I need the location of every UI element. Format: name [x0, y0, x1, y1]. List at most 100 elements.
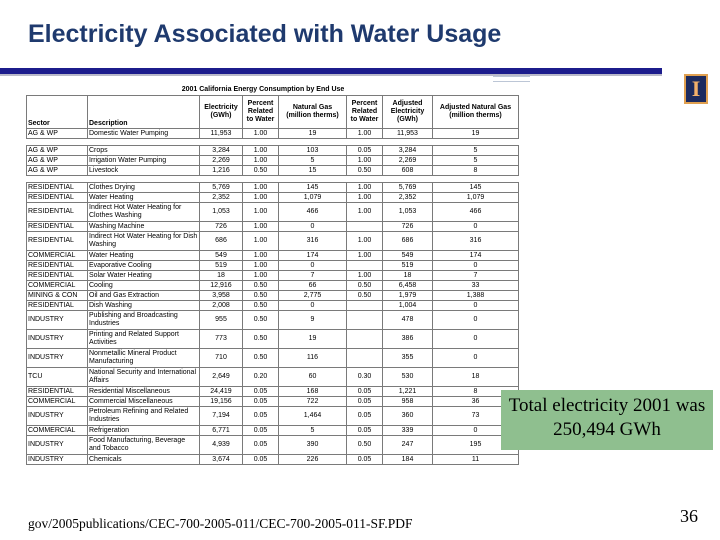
value-cell: 3,284 — [382, 145, 433, 156]
value-cell: 0.50 — [242, 280, 279, 291]
value-cell: 18 — [432, 367, 519, 387]
description-cell: Cooling — [87, 280, 200, 291]
value-cell: 0 — [432, 300, 519, 311]
sector-cell: COMMERCIAL — [26, 280, 88, 291]
spacer-cell — [199, 138, 243, 146]
sector-cell: RESIDENTIAL — [26, 270, 88, 281]
title-divider-shadow — [0, 74, 662, 76]
value-cell: 168 — [278, 386, 347, 397]
value-cell: 773 — [199, 329, 243, 349]
value-cell: 145 — [278, 182, 347, 193]
value-cell: 390 — [278, 435, 347, 455]
sector-cell: TCU — [26, 367, 88, 387]
value-cell: 1.00 — [242, 231, 279, 251]
value-cell: 11 — [432, 454, 519, 465]
value-cell: 7 — [278, 270, 347, 281]
value-cell — [346, 348, 383, 368]
spacer-cell — [87, 175, 200, 183]
value-cell: 0.50 — [242, 348, 279, 368]
spacer-cell — [242, 175, 279, 183]
table-row: RESIDENTIAL Water Heating 2,352 1.00 1,079 1.… — [26, 192, 519, 203]
table-row: INDUSTRY Food Manufacturing, Beverage and… — [26, 435, 519, 455]
description-cell: Food Manufacturing, Beverage and Tobacco — [87, 435, 200, 455]
value-cell: 726 — [382, 221, 433, 232]
value-cell: 1.00 — [346, 128, 383, 139]
sector-cell: INDUSTRY — [26, 454, 88, 465]
sector-cell: MINING & CON — [26, 290, 88, 301]
value-cell: 1,053 — [382, 202, 433, 222]
value-cell: 1.00 — [242, 182, 279, 193]
table-row: RESIDENTIAL Solar Water Heating 18 1.00 7 1.0… — [26, 270, 519, 281]
sector-cell: COMMERCIAL — [26, 396, 88, 407]
value-cell: 0 — [432, 221, 519, 232]
university-logo-icon: I — [684, 74, 708, 104]
value-cell: 1.00 — [242, 192, 279, 203]
table-header-row: Sector Description Electricity (GWh) Per… — [26, 95, 519, 129]
value-cell: 103 — [278, 145, 347, 156]
spacer-cell — [382, 138, 433, 146]
value-cell — [346, 300, 383, 311]
value-cell: 1.00 — [242, 145, 279, 156]
value-cell: 1,979 — [382, 290, 433, 301]
description-cell: Domestic Water Pumping — [87, 128, 200, 139]
value-cell: 18 — [199, 270, 243, 281]
value-cell: 8 — [432, 165, 519, 176]
value-cell: 11,953 — [199, 128, 243, 139]
value-cell: 1,388 — [432, 290, 519, 301]
description-cell: Printing and Related Support Activities — [87, 329, 200, 349]
col-header: Adjusted Electricity (GWh) — [382, 95, 433, 129]
sector-cell: RESIDENTIAL — [26, 182, 88, 193]
value-cell: 5,769 — [199, 182, 243, 193]
table-body: AG & WP Domestic Water Pumping 11,953 1.00 1… — [26, 128, 519, 465]
snipped-table-edge — [493, 76, 530, 82]
value-cell: 1,079 — [278, 192, 347, 203]
description-cell: Water Heating — [87, 192, 200, 203]
description-cell: Indirect Hot Water Heating for Dish Wash… — [87, 231, 200, 251]
value-cell: 66 — [278, 280, 347, 291]
value-cell: 19 — [432, 128, 519, 139]
energy-consumption-table: Sector Description Electricity (GWh) Per… — [26, 95, 519, 465]
value-cell: 6,458 — [382, 280, 433, 291]
value-cell: 12,916 — [199, 280, 243, 291]
value-cell: 1.00 — [346, 202, 383, 222]
description-cell: Solar Water Heating — [87, 270, 200, 281]
value-cell: 316 — [432, 231, 519, 251]
sector-cell: RESIDENTIAL — [26, 231, 88, 251]
value-cell: 1.00 — [242, 202, 279, 222]
col-header: Electricity (GWh) — [199, 95, 243, 129]
spacer-cell — [346, 138, 383, 146]
value-cell: 33 — [432, 280, 519, 291]
table-row: INDUSTRY Petroleum Refining and Related I… — [26, 406, 519, 426]
table-row: RESIDENTIAL Dish Washing 2,008 0.50 0 1,004 0 — [26, 300, 519, 311]
value-cell: 7 — [432, 270, 519, 281]
value-cell: 0.05 — [346, 454, 383, 465]
table-row: AG & WP Irrigation Water Pumping 2,269 1.00… — [26, 155, 519, 166]
sector-cell: AG & WP — [26, 155, 88, 166]
value-cell: 0.05 — [242, 425, 279, 436]
col-header: Adjusted Natural Gas (million therms) — [432, 95, 519, 129]
value-cell: 0.50 — [346, 165, 383, 176]
description-cell: Refrigeration — [87, 425, 200, 436]
table-spacer-row — [26, 138, 519, 146]
value-cell: 386 — [382, 329, 433, 349]
value-cell: 0.05 — [242, 396, 279, 407]
value-cell: 0 — [432, 310, 519, 330]
table-row: RESIDENTIAL Residential Miscellaneous 24,4… — [26, 386, 519, 397]
sector-cell: COMMERCIAL — [26, 425, 88, 436]
value-cell: 958 — [382, 396, 433, 407]
sector-cell: INDUSTRY — [26, 435, 88, 455]
value-cell: 0.50 — [242, 290, 279, 301]
value-cell: 0 — [278, 300, 347, 311]
spacer-cell — [26, 175, 88, 183]
value-cell: 0.50 — [242, 165, 279, 176]
spacer-cell — [199, 175, 243, 183]
value-cell: 549 — [199, 250, 243, 261]
description-cell: Clothes Drying — [87, 182, 200, 193]
value-cell: 5,769 — [382, 182, 433, 193]
sector-cell: INDUSTRY — [26, 329, 88, 349]
value-cell: 0 — [432, 329, 519, 349]
value-cell: 519 — [382, 260, 433, 271]
value-cell: 7,194 — [199, 406, 243, 426]
value-cell: 5 — [278, 425, 347, 436]
table-row: INDUSTRY Nonmetallic Mineral Product Manu… — [26, 348, 519, 368]
